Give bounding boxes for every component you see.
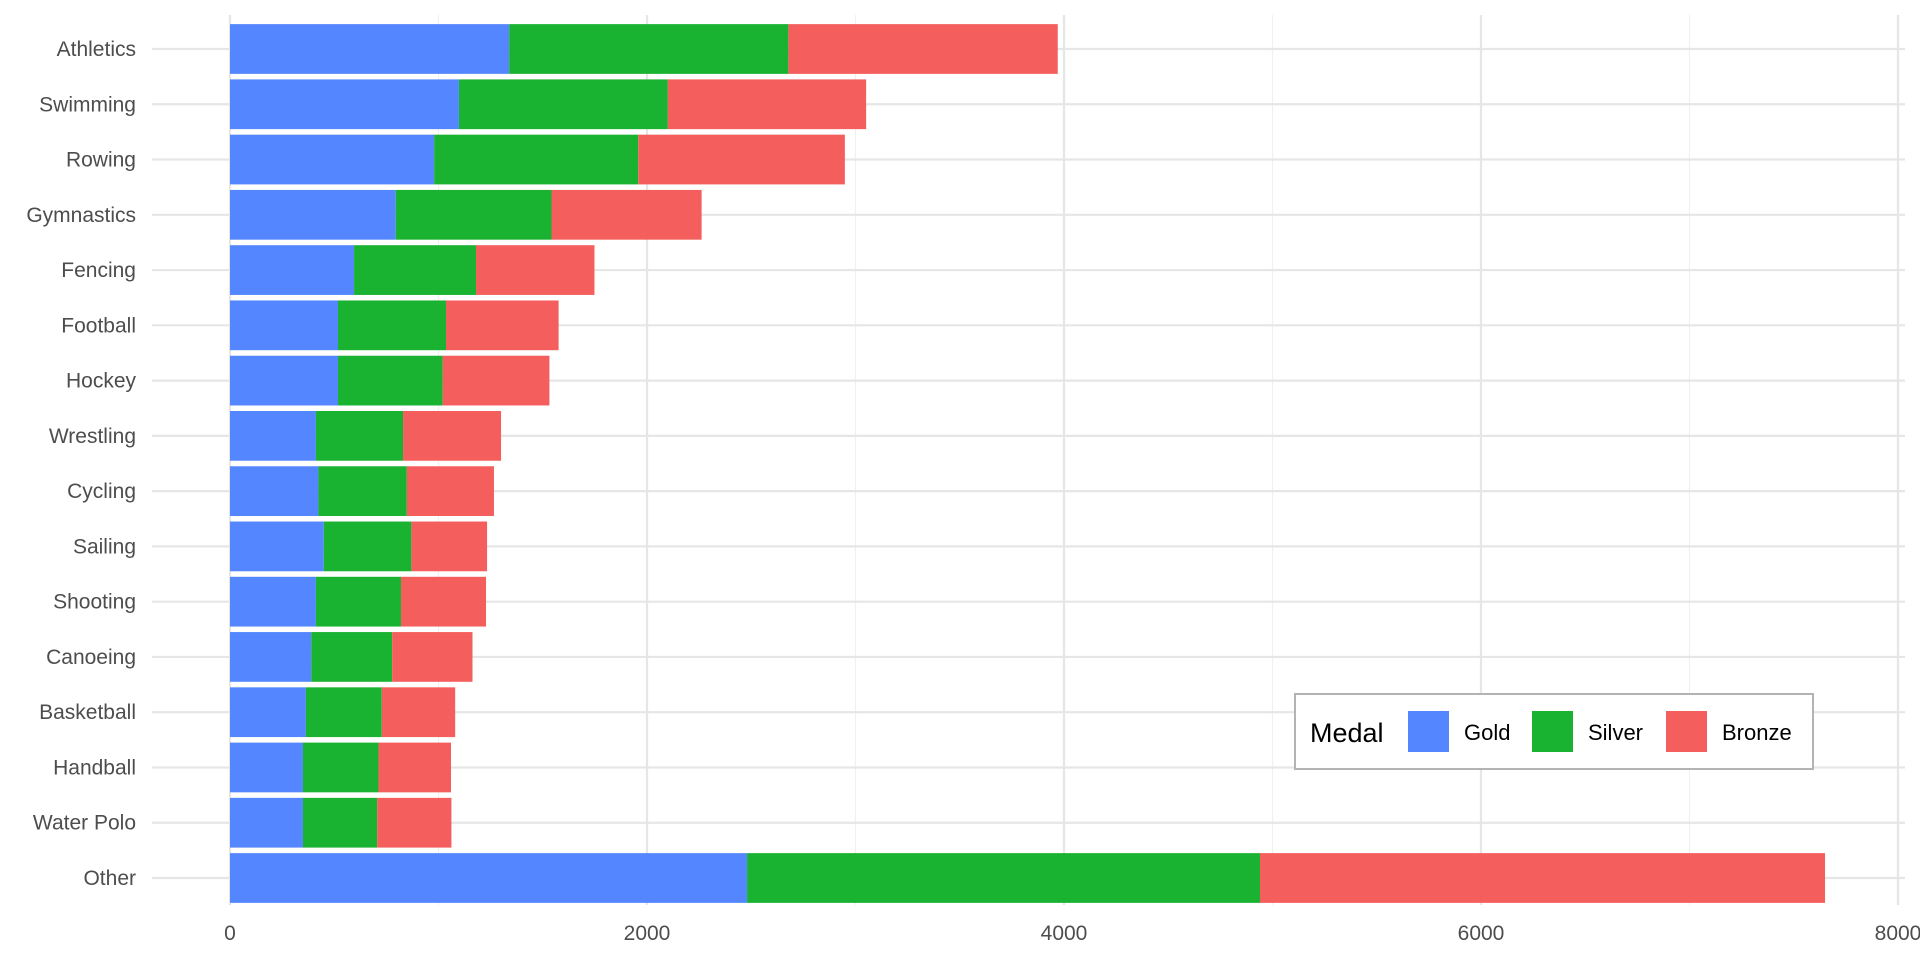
bar-bronze-gymnastics (551, 189, 702, 240)
bar-bronze-canoeing (392, 632, 473, 682)
bar-bronze-other (1259, 853, 1826, 903)
bar-silver-football (338, 300, 447, 351)
x-tick-label: 6000 (1458, 922, 1505, 945)
bar-gold-handball (230, 742, 303, 793)
bar-bronze-sailing (411, 521, 488, 572)
bar-silver-canoeing (311, 632, 393, 682)
bar-bronze-swimming (667, 79, 867, 130)
x-tick-label: 2000 (624, 922, 671, 945)
category-label: Fencing (61, 259, 136, 282)
bar-gold-fencing (230, 245, 355, 295)
bar-gold-athletics (230, 24, 510, 74)
bar-bronze-athletics (788, 24, 1058, 74)
x-tick-label: 8000 (1875, 922, 1920, 945)
category-label: Handball (53, 756, 136, 779)
bar-gold-hockey (230, 355, 339, 406)
legend-swatch-silver (1532, 711, 1573, 752)
bar-silver-gymnastics (395, 189, 552, 240)
category-labels: Athletics Swimming Rowing Gymnastics Fencing… (26, 38, 136, 890)
legend-label-gold: Gold (1464, 720, 1510, 745)
legend-label-silver: Silver (1588, 720, 1643, 745)
category-label: Basketball (39, 701, 136, 724)
legend-swatch-bronze (1666, 711, 1707, 752)
bar-bronze-hockey (442, 355, 550, 406)
bar-bronze-water-polo (377, 797, 452, 848)
category-label: Other (83, 867, 136, 890)
bar-silver-rowing (434, 134, 639, 185)
bar-bronze-fencing (476, 245, 595, 295)
bar-gold-canoeing (230, 632, 312, 682)
x-tick-label: 4000 (1041, 922, 1088, 945)
legend-swatch-gold (1408, 711, 1449, 752)
bar-gold-swimming (230, 79, 459, 130)
bar-silver-other (747, 853, 1260, 903)
bar-gold-football (230, 300, 339, 351)
category-label: Hockey (66, 370, 137, 393)
bar-gold-sailing (230, 521, 324, 572)
legend-items: Gold Silver Bronze (1408, 711, 1792, 752)
bar-gold-rowing (230, 134, 435, 185)
bar-gold-cycling (230, 466, 319, 517)
bar-silver-handball (302, 742, 379, 793)
bar-silver-sailing (323, 521, 412, 572)
bars-layer (230, 24, 1826, 903)
x-tick-labels: 0 2000 4000 6000 8000 (224, 922, 1920, 945)
bar-bronze-football (446, 300, 559, 351)
bar-gold-basketball (230, 687, 306, 738)
category-label: Athletics (57, 38, 136, 61)
category-label: Rowing (66, 149, 136, 172)
bar-bronze-rowing (638, 134, 845, 185)
legend: Medal Gold Silver Bronze (1294, 693, 1814, 770)
bar-silver-hockey (338, 355, 443, 406)
bar-silver-fencing (354, 245, 477, 295)
bar-bronze-shooting (400, 576, 487, 627)
category-label: Canoeing (46, 646, 136, 669)
bar-bronze-basketball (381, 687, 456, 738)
category-label: Football (61, 314, 136, 337)
bar-bronze-handball (378, 742, 452, 793)
bar-silver-wrestling (315, 410, 404, 461)
bar-silver-cycling (318, 466, 407, 517)
bar-silver-athletics (509, 24, 789, 74)
legend-label-bronze: Bronze (1722, 720, 1792, 745)
category-label: Sailing (73, 535, 136, 558)
bar-gold-gymnastics (230, 189, 396, 240)
category-label: Gymnastics (26, 204, 136, 227)
bar-gold-other (230, 853, 748, 903)
x-tick-label: 0 (224, 922, 236, 945)
legend-title: Medal (1310, 718, 1384, 748)
category-label: Shooting (53, 591, 136, 614)
category-label: Swimming (39, 93, 136, 116)
bar-silver-water-polo (302, 797, 378, 848)
bar-bronze-cycling (406, 466, 494, 517)
bar-gold-water-polo (230, 797, 303, 848)
category-label: Wrestling (49, 425, 136, 448)
category-label: Water Polo (33, 812, 136, 835)
bar-bronze-wrestling (403, 410, 502, 461)
bar-gold-shooting (230, 576, 316, 627)
bar-gold-wrestling (230, 410, 316, 461)
bar-silver-shooting (315, 576, 401, 627)
category-label: Cycling (67, 480, 136, 503)
bar-silver-swimming (458, 79, 668, 130)
bar-silver-basketball (305, 687, 382, 738)
